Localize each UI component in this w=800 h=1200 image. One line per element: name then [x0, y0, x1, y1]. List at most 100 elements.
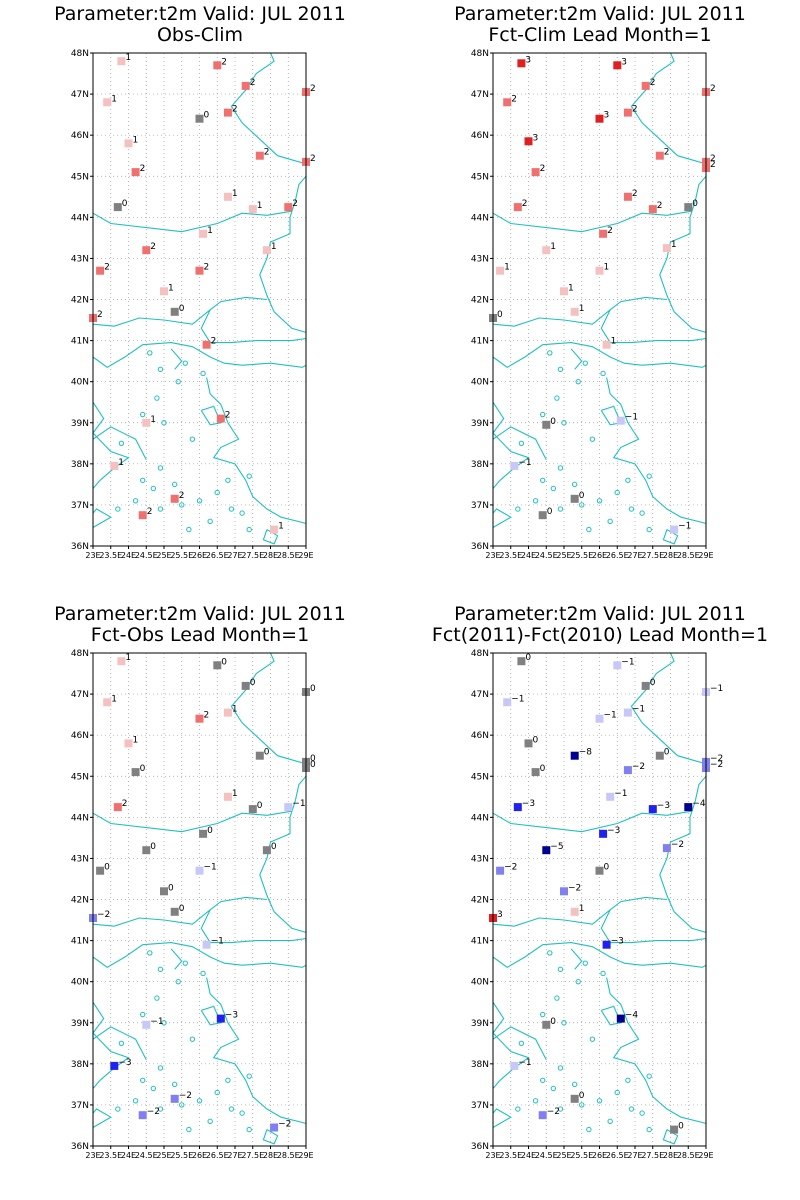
- station-marker: [602, 940, 611, 949]
- island: [575, 978, 581, 985]
- island: [150, 1085, 157, 1092]
- island: [132, 498, 139, 504]
- island: [225, 477, 231, 483]
- coast-segment: [92, 296, 267, 327]
- station-value-label: 0: [179, 904, 185, 914]
- station-marker: [202, 940, 211, 949]
- x-tick-label: 28E: [263, 1151, 278, 1160]
- station-marker: [124, 139, 133, 148]
- x-tick-label: 23.5E: [499, 1151, 522, 1160]
- station-value-label: 2: [250, 78, 256, 88]
- station-marker: [517, 59, 526, 68]
- station-value-label: 2: [710, 84, 716, 94]
- coast-segment: [206, 377, 307, 524]
- island: [532, 498, 539, 504]
- station-value-label: −4: [625, 1011, 639, 1021]
- island: [547, 350, 553, 356]
- station-value-label: 2: [607, 226, 613, 236]
- y-tick-label: 47N: [71, 690, 89, 700]
- island: [175, 378, 181, 385]
- station-marker: [262, 246, 271, 255]
- island: [586, 526, 592, 533]
- station-marker: [142, 1020, 151, 1029]
- station-value-label: 3: [604, 111, 610, 121]
- island: [582, 360, 589, 366]
- island: [607, 1118, 613, 1125]
- x-tick-label: 25E: [156, 1151, 171, 1160]
- coast-segment: [92, 1108, 112, 1128]
- coast-segment: [630, 652, 707, 765]
- coast-segment: [262, 1129, 279, 1145]
- x-tick-label: 26.5E: [606, 551, 629, 560]
- island: [557, 366, 564, 373]
- y-tick-label: 43N: [71, 254, 89, 264]
- station-value-label: −1: [625, 413, 638, 423]
- station-value-label: 0: [664, 748, 670, 758]
- island: [157, 506, 164, 512]
- station-marker: [684, 803, 693, 812]
- island: [239, 1110, 245, 1116]
- y-tick-label: 45N: [71, 172, 89, 182]
- station-value-label: −3: [611, 937, 624, 947]
- x-tick-label: 27E: [627, 1151, 642, 1160]
- y-tick-label: 44N: [71, 813, 89, 823]
- y-tick-label: 48N: [71, 49, 89, 59]
- panel-title-line2: Fct-Obs Lead Month=1: [90, 624, 310, 646]
- station-value-label: −1: [604, 711, 617, 721]
- station-marker: [223, 108, 232, 117]
- coast-segment: [262, 529, 279, 545]
- station-marker: [599, 829, 608, 838]
- station-marker: [113, 803, 122, 812]
- island: [579, 502, 585, 508]
- island: [140, 411, 146, 418]
- station-marker: [524, 137, 533, 146]
- x-tick-label: 23.5E: [99, 1151, 122, 1160]
- coast-segment: [600, 309, 707, 344]
- station-marker: [570, 1094, 579, 1103]
- station-marker: [542, 1020, 551, 1029]
- island: [154, 395, 160, 401]
- station-value-label: 0: [168, 883, 174, 893]
- y-tick-label: 47N: [471, 690, 489, 700]
- station-marker: [538, 1111, 547, 1120]
- station-marker: [117, 657, 126, 666]
- island: [515, 506, 521, 512]
- station-value-label: 2: [650, 78, 656, 88]
- island: [150, 485, 157, 492]
- x-tick-label: 29E: [298, 1151, 313, 1160]
- y-tick-label: 41N: [471, 337, 489, 347]
- island: [557, 465, 564, 471]
- y-tick-label: 46N: [71, 731, 89, 741]
- station-value-label: 0: [550, 417, 556, 427]
- station-value-label: −3: [225, 1011, 238, 1021]
- station-value-label: 0: [540, 764, 546, 774]
- station-marker: [117, 57, 126, 66]
- map-background: [93, 53, 306, 546]
- station-marker: [262, 846, 271, 855]
- island: [157, 1106, 164, 1112]
- island: [246, 1073, 252, 1079]
- station-marker: [160, 287, 168, 296]
- station-marker: [531, 768, 540, 777]
- coast-segment: [92, 426, 147, 460]
- coast-segment: [630, 52, 707, 165]
- y-tick-label: 40N: [71, 378, 89, 388]
- x-tick-label: 28E: [263, 551, 278, 560]
- station-value-label: 0: [122, 199, 128, 209]
- y-tick-label: 37N: [71, 1101, 89, 1111]
- station-marker: [513, 203, 522, 212]
- station-value-label: 1: [232, 189, 238, 199]
- y-tick-label: 36N: [71, 542, 89, 552]
- station-value-label: −3: [118, 1058, 131, 1068]
- station-marker: [142, 246, 151, 255]
- island: [575, 378, 581, 385]
- y-tick-label: 43N: [471, 854, 489, 864]
- station-marker: [655, 151, 664, 160]
- y-tick-label: 43N: [71, 854, 89, 864]
- island: [579, 1102, 585, 1108]
- station-marker: [170, 1094, 179, 1103]
- station-value-label: 0: [579, 491, 585, 501]
- station-value-label: −3: [522, 799, 535, 809]
